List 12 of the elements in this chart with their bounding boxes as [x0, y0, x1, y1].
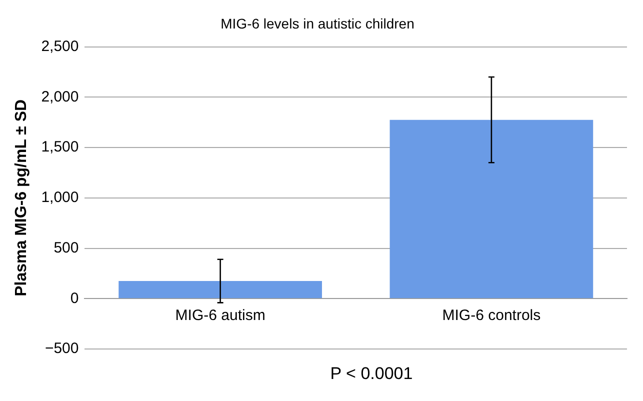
- y-tick-label: 500: [54, 239, 79, 256]
- text: P < 0.0001: [329, 364, 414, 384]
- chart-title: MIG-6 levels in autistic children: [220, 15, 414, 32]
- y-tick-label: 2,500: [41, 38, 79, 55]
- x-tick-label: MIG-6 controls: [442, 306, 541, 324]
- y-tick-label: 1,500: [41, 138, 79, 156]
- x-tick-label: MIG-6 autism: [175, 306, 266, 324]
- y-axis-title: Plasma MIG-6 pg/mL ± SD: [13, 99, 30, 296]
- y-tick-label: 2,000: [41, 88, 79, 106]
- y-tick-label: 0: [70, 290, 79, 307]
- y-tick-label: 1,000: [41, 189, 79, 206]
- y-tick-label: −500: [44, 340, 79, 358]
